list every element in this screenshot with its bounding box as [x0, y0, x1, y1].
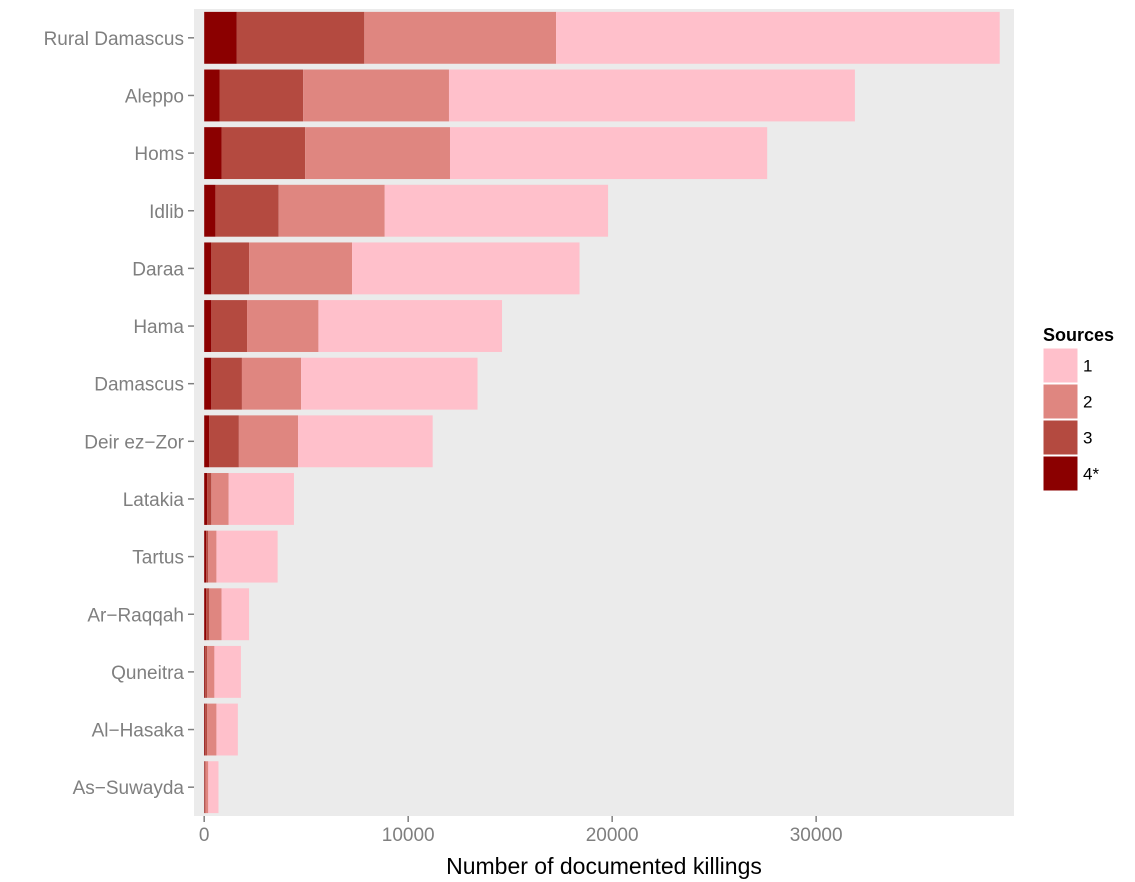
- y-tick-label: Latakia: [123, 490, 185, 511]
- bar-segment-1-11: [214, 645, 241, 698]
- y-axis: Rural Damascus Aleppo Homs Idlib Daraa Hama Da…: [44, 29, 194, 799]
- bar-segment-1-4: [352, 242, 580, 295]
- bar-segment-1-0: [556, 11, 1000, 64]
- legend-label: 2: [1083, 393, 1092, 412]
- bar-segment-1-9: [216, 530, 278, 583]
- y-tick-label: Idlib: [149, 202, 184, 223]
- bar-segment-2-7: [238, 415, 299, 468]
- bar-segment-1-5: [318, 300, 503, 352]
- bar-segment-2-6: [241, 357, 302, 410]
- bar-segment-1-7: [298, 415, 433, 468]
- y-tick-label: Homs: [134, 144, 184, 165]
- bar-segment-1-8: [228, 473, 294, 525]
- bar-segment-3-9: [206, 530, 209, 583]
- bar-segment-2-4: [249, 242, 353, 295]
- y-tick-label: Tartus: [132, 548, 184, 569]
- legend-swatch: [1042, 419, 1079, 456]
- bar-segment-4-1: [204, 69, 220, 122]
- x-axis-title: Number of documented killings: [446, 853, 762, 879]
- bar-segment-2-11: [207, 645, 215, 698]
- x-axis: 0 10000 20000 30000: [199, 816, 843, 846]
- legend-swatch: [1042, 347, 1079, 384]
- y-tick-label: Damascus: [94, 375, 184, 396]
- bar-segment-4-3: [204, 184, 216, 237]
- bar-segment-3-4: [211, 242, 250, 295]
- bar-segment-1-1: [448, 69, 855, 122]
- bar-segment-2-9: [208, 530, 217, 583]
- bar-segment-2-12: [207, 703, 217, 756]
- x-tick-label: 30000: [790, 825, 843, 846]
- bar-segment-1-12: [216, 703, 238, 756]
- bar-segment-3-13: [204, 761, 206, 814]
- bar-segment-2-5: [247, 300, 319, 352]
- y-tick-label: Quneitra: [111, 663, 184, 684]
- y-tick-label: Aleppo: [125, 86, 184, 107]
- bar-segment-2-2: [305, 127, 450, 180]
- y-tick-label: As−Suwayda: [73, 778, 185, 799]
- bar-segment-3-11: [205, 645, 208, 698]
- bar-segment-1-10: [221, 588, 250, 641]
- bar-segment-1-3: [384, 184, 609, 237]
- bar-segment-4-6: [204, 357, 212, 410]
- y-tick-label: Ar−Raqqah: [87, 605, 184, 626]
- bar-segment-3-6: [211, 357, 242, 410]
- legend-title: Sources: [1043, 325, 1114, 345]
- bar-segment-4-13: [204, 761, 205, 814]
- legend-swatch: [1042, 455, 1079, 492]
- legend-label: 4*: [1083, 465, 1099, 484]
- x-tick-label: 10000: [382, 825, 435, 846]
- bar-segment-2-0: [364, 11, 557, 64]
- bar-segment-3-8: [207, 473, 212, 525]
- y-tick-label: Hama: [133, 317, 184, 338]
- y-tick-label: Rural Damascus: [44, 29, 184, 50]
- bar-segment-4-10: [204, 588, 207, 641]
- bar-segment-4-5: [204, 300, 212, 352]
- bar-segment-2-13: [205, 761, 209, 814]
- bar-segment-2-1: [303, 69, 449, 122]
- bar-segment-3-1: [219, 69, 304, 122]
- legend-label: 3: [1083, 429, 1092, 448]
- bar-segment-2-10: [209, 588, 222, 641]
- bar-segment-3-5: [211, 300, 248, 352]
- bar-segment-1-2: [449, 127, 768, 180]
- bar-segment-2-3: [278, 184, 385, 237]
- bar-segment-4-8: [204, 473, 208, 525]
- bar-segment-4-0: [204, 11, 237, 64]
- bar-segment-2-8: [211, 473, 229, 525]
- bar-segment-1-6: [301, 357, 478, 410]
- bar-segment-1-13: [208, 761, 219, 814]
- bar-segment-3-7: [209, 415, 239, 468]
- legend-swatch: [1042, 383, 1079, 420]
- legend: Sources 1 2 3 4*: [1042, 325, 1114, 492]
- y-tick-label: Al−Hasaka: [92, 721, 185, 742]
- bar-segment-4-4: [204, 242, 212, 295]
- bar-segment-4-12: [204, 703, 206, 756]
- y-tick-label: Deir ez−Zor: [84, 432, 184, 453]
- bars-layer: [204, 11, 1000, 814]
- bar-segment-4-11: [204, 645, 206, 698]
- bar-segment-3-2: [221, 127, 306, 180]
- y-tick-label: Daraa: [132, 259, 184, 280]
- bar-segment-3-3: [215, 184, 279, 237]
- bar-segment-4-7: [204, 415, 210, 468]
- bar-segment-3-0: [236, 11, 365, 64]
- x-tick-label: 0: [199, 825, 210, 846]
- legend-label: 1: [1083, 357, 1092, 376]
- bar-segment-4-9: [204, 530, 207, 583]
- bar-segment-4-2: [204, 127, 222, 180]
- x-tick-label: 20000: [586, 825, 639, 846]
- bar-segment-3-12: [205, 703, 208, 756]
- bar-segment-3-10: [206, 588, 210, 641]
